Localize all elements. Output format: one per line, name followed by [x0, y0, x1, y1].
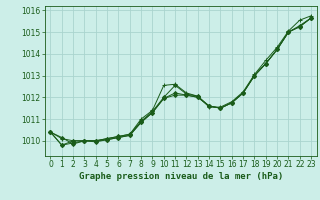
X-axis label: Graphe pression niveau de la mer (hPa): Graphe pression niveau de la mer (hPa)	[79, 172, 283, 181]
